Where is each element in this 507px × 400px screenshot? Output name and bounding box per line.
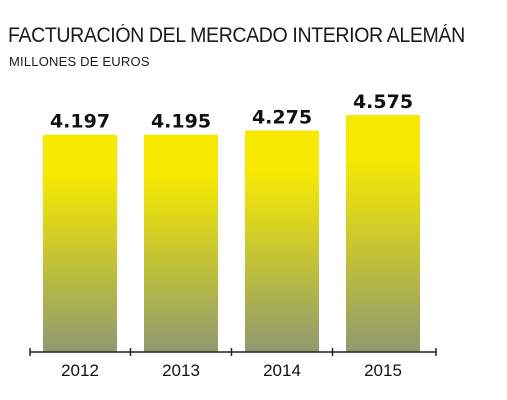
value-label-2015: 4.575 [353,91,413,113]
x-tick-label-2014: 2014 [263,361,301,380]
x-tick-labels-group: 2012 2013 2014 2015 [61,361,402,380]
bar-2014 [245,130,319,352]
bar-2015 [346,115,420,352]
bars-group [43,115,420,352]
chart-title: FACTURACIÓN DEL MERCADO INTERIOR ALEMÁN [8,24,465,47]
bar-2012 [43,134,117,352]
x-axis [29,348,437,356]
chart-subtitle: MILLONES DE EUROS [9,54,150,69]
value-label-2013: 4.195 [151,111,211,133]
x-tick-label-2015: 2015 [364,361,402,380]
value-labels-group: 4.197 4.195 4.275 4.575 [50,91,413,133]
bar-2013 [144,134,218,352]
x-tick-label-2012: 2012 [61,361,99,380]
x-tick-label-2013: 2013 [162,361,200,380]
value-label-2012: 4.197 [50,111,110,133]
value-label-2014: 4.275 [252,107,312,129]
